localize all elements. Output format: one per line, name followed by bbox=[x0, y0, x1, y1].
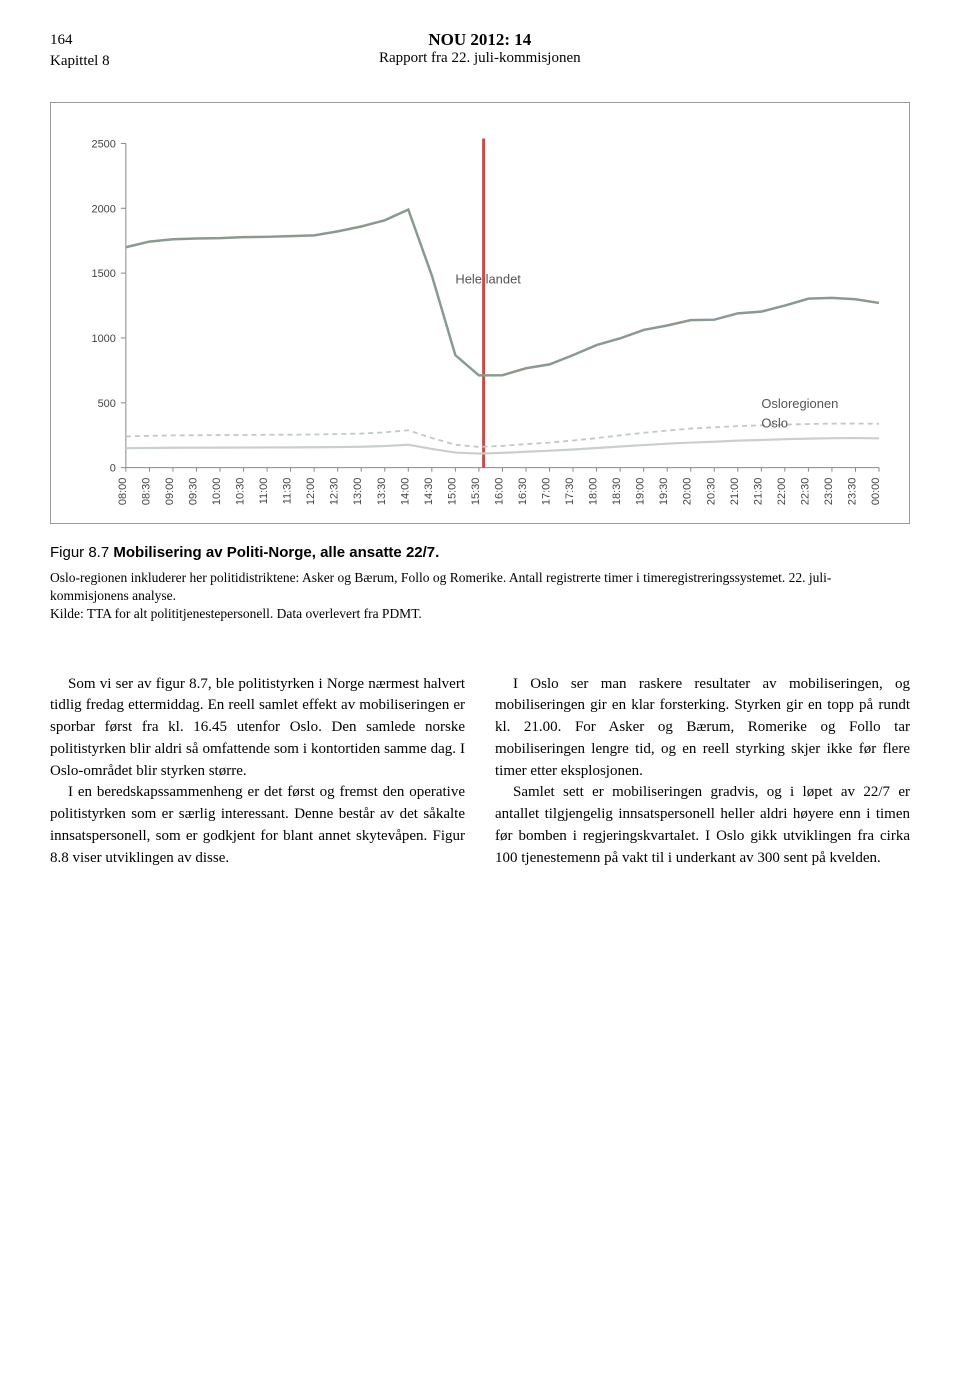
header-left: 164 Kapittel 8 bbox=[50, 30, 110, 72]
doc-subtitle: Rapport fra 22. juli-kommisjonen bbox=[110, 50, 850, 67]
svg-text:18:00: 18:00 bbox=[588, 478, 600, 505]
svg-text:19:30: 19:30 bbox=[658, 478, 670, 505]
page-number: 164 bbox=[50, 30, 110, 51]
svg-text:08:30: 08:30 bbox=[140, 478, 152, 505]
figure-number: Figur 8.7 bbox=[50, 544, 109, 561]
paragraph: I en beredskapssammenheng er det først o… bbox=[50, 782, 465, 869]
figure-notes: Oslo-regionen inkluderer her politidistr… bbox=[50, 569, 910, 624]
svg-text:20:30: 20:30 bbox=[705, 478, 717, 505]
svg-text:19:00: 19:00 bbox=[635, 478, 647, 505]
svg-text:22:30: 22:30 bbox=[799, 478, 811, 505]
svg-text:09:30: 09:30 bbox=[187, 478, 199, 505]
svg-text:18:30: 18:30 bbox=[611, 478, 623, 505]
svg-text:21:30: 21:30 bbox=[752, 478, 764, 505]
svg-text:20:00: 20:00 bbox=[682, 478, 694, 505]
svg-text:14:00: 14:00 bbox=[399, 478, 411, 505]
svg-text:16:30: 16:30 bbox=[517, 478, 529, 505]
figure-title: Mobilisering av Politi-Norge, alle ansat… bbox=[113, 544, 439, 561]
svg-text:17:00: 17:00 bbox=[541, 478, 553, 505]
paragraph: Samlet sett er mobiliseringen gradvis, o… bbox=[495, 782, 910, 869]
svg-text:2000: 2000 bbox=[91, 203, 115, 215]
chart-svg: 0 500 1000 1500 2000 2500 08:00 08:30 09:00 09:30… bbox=[71, 133, 889, 513]
paragraph: I Oslo ser man raskere resultater av mob… bbox=[495, 674, 910, 783]
svg-text:23:30: 23:30 bbox=[846, 478, 858, 505]
figure-note-1: Oslo-regionen inkluderer her politidistr… bbox=[50, 569, 910, 605]
svg-text:10:00: 10:00 bbox=[211, 478, 223, 505]
svg-text:Hele landet: Hele landet bbox=[455, 271, 521, 286]
figure-caption: Figur 8.7 Mobilisering av Politi-Norge, … bbox=[50, 544, 910, 561]
column-left: Som vi ser av figur 8.7, ble politistyrk… bbox=[50, 674, 465, 870]
svg-text:11:30: 11:30 bbox=[282, 478, 294, 505]
line-chart: 0 500 1000 1500 2000 2500 08:00 08:30 09:00 09:30… bbox=[71, 133, 889, 513]
paragraph: Som vi ser av figur 8.7, ble politistyrk… bbox=[50, 674, 465, 783]
svg-text:14:30: 14:30 bbox=[423, 478, 435, 505]
svg-text:13:00: 13:00 bbox=[352, 478, 364, 505]
svg-text:1000: 1000 bbox=[91, 333, 115, 345]
svg-text:23:00: 23:00 bbox=[823, 478, 835, 505]
page-header: 164 Kapittel 8 NOU 2012: 14 Rapport fra … bbox=[50, 30, 910, 72]
body-columns: Som vi ser av figur 8.7, ble politistyrk… bbox=[50, 674, 910, 870]
svg-text:22:00: 22:00 bbox=[776, 478, 788, 505]
svg-text:11:00: 11:00 bbox=[258, 478, 270, 505]
column-right: I Oslo ser man raskere resultater av mob… bbox=[495, 674, 910, 870]
svg-text:10:30: 10:30 bbox=[235, 478, 247, 505]
svg-text:13:30: 13:30 bbox=[376, 478, 388, 505]
chapter-label: Kapittel 8 bbox=[50, 51, 110, 72]
svg-text:2500: 2500 bbox=[91, 138, 115, 150]
svg-text:500: 500 bbox=[98, 398, 116, 410]
figure-note-2: Kilde: TTA for alt polititjenestepersone… bbox=[50, 605, 910, 623]
svg-text:16:00: 16:00 bbox=[493, 478, 505, 505]
svg-text:17:30: 17:30 bbox=[564, 478, 576, 505]
svg-text:Oslo: Oslo bbox=[761, 415, 788, 430]
svg-text:21:00: 21:00 bbox=[729, 478, 741, 505]
svg-text:1500: 1500 bbox=[91, 268, 115, 280]
doc-title: NOU 2012: 14 bbox=[110, 30, 850, 50]
svg-text:12:00: 12:00 bbox=[305, 478, 317, 505]
svg-text:15:00: 15:00 bbox=[446, 478, 458, 505]
header-center: NOU 2012: 14 Rapport fra 22. juli-kommis… bbox=[110, 30, 850, 67]
svg-text:12:30: 12:30 bbox=[329, 478, 341, 505]
svg-text:08:00: 08:00 bbox=[117, 478, 129, 505]
chart-container: 0 500 1000 1500 2000 2500 08:00 08:30 09:00 09:30… bbox=[50, 102, 910, 524]
svg-text:0: 0 bbox=[110, 463, 116, 475]
svg-text:Osloregionen: Osloregionen bbox=[761, 396, 838, 411]
svg-text:09:00: 09:00 bbox=[164, 478, 176, 505]
svg-text:00:00: 00:00 bbox=[870, 478, 882, 505]
svg-text:15:30: 15:30 bbox=[470, 478, 482, 505]
